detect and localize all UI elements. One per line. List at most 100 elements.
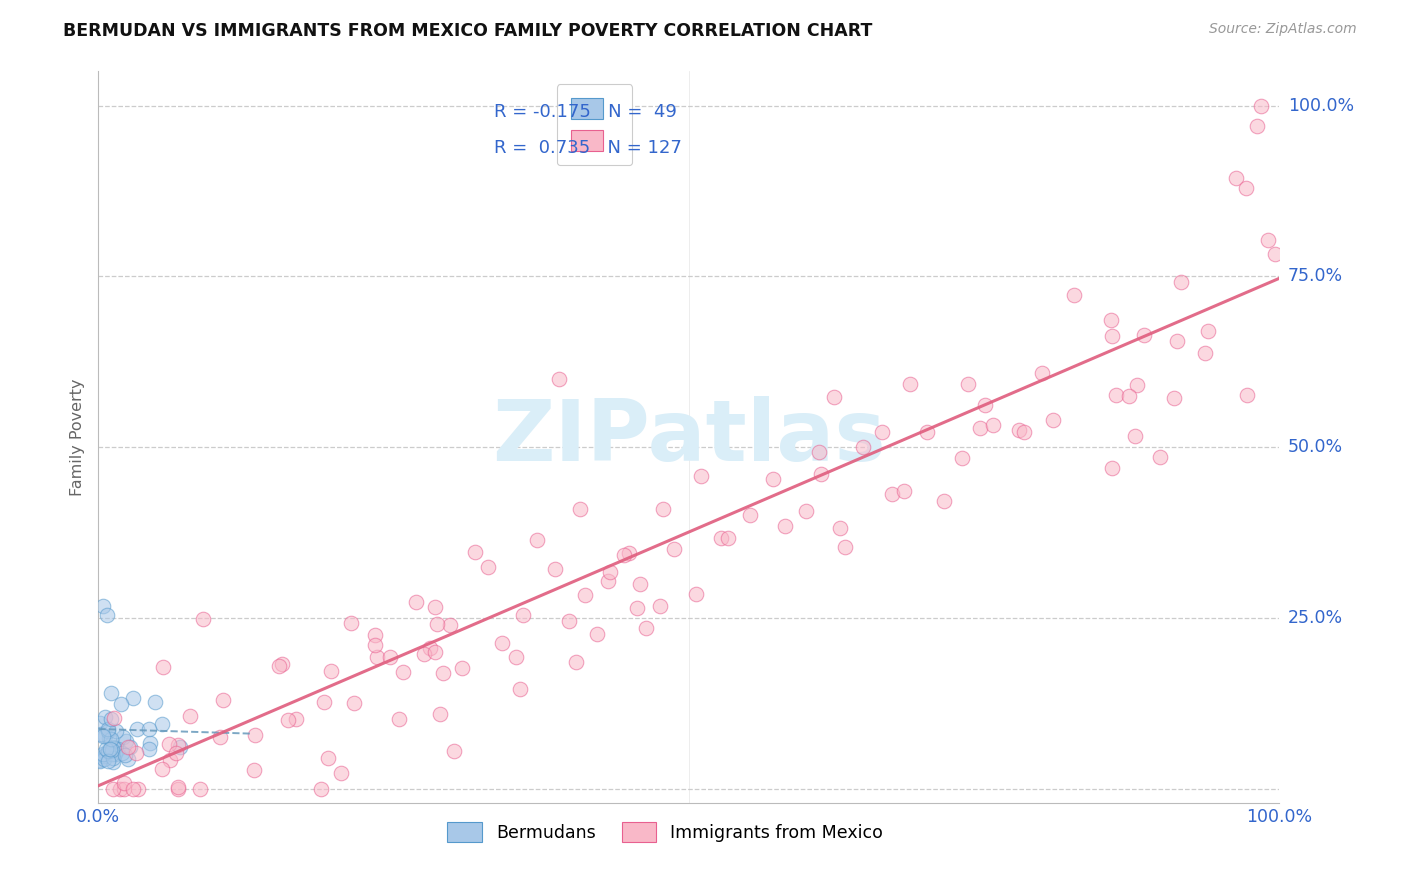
Point: [419, 640, 441, 655]
Text: R =  0.735   N = 127: R = 0.735 N = 127: [494, 139, 682, 157]
Point: [103, 755, 125, 769]
Point: [105, 723, 128, 738]
Point: [1166, 334, 1188, 348]
Point: [1123, 429, 1146, 443]
Point: [121, 782, 143, 797]
Point: [543, 561, 565, 575]
Point: [613, 549, 636, 563]
Point: [1234, 180, 1257, 194]
Point: [648, 599, 671, 613]
Point: [1246, 119, 1268, 133]
Point: [1236, 388, 1258, 402]
Point: [1126, 378, 1149, 392]
Point: [915, 425, 938, 439]
Point: [565, 655, 588, 669]
Point: [956, 376, 979, 391]
Point: [96, 607, 118, 622]
Point: [738, 508, 761, 522]
Point: [143, 695, 166, 709]
Point: [717, 531, 740, 545]
Point: [114, 748, 136, 763]
Point: [104, 747, 127, 762]
Point: [100, 686, 122, 700]
Point: [316, 751, 339, 765]
Y-axis label: Family Poverty: Family Poverty: [70, 378, 86, 496]
Point: [169, 739, 191, 754]
Point: [94, 730, 117, 744]
Point: [138, 722, 160, 736]
Point: [245, 728, 267, 742]
Point: [191, 612, 214, 626]
Point: [93, 749, 115, 764]
Point: [491, 636, 513, 650]
Point: [364, 639, 387, 653]
Point: [880, 487, 903, 501]
Point: [111, 731, 134, 745]
Point: [710, 531, 733, 545]
Point: [464, 544, 486, 558]
Point: [104, 744, 127, 758]
Point: [364, 628, 387, 642]
Point: [150, 762, 173, 776]
Point: [823, 390, 845, 404]
Point: [388, 712, 411, 726]
Point: [91, 747, 114, 762]
Point: [127, 782, 149, 797]
Point: [209, 731, 232, 745]
Point: [314, 695, 336, 709]
Point: [762, 472, 785, 486]
Point: [981, 417, 1004, 432]
Point: [794, 504, 817, 518]
Point: [423, 645, 446, 659]
Point: [634, 621, 657, 635]
Point: [89, 754, 111, 768]
Point: [1101, 329, 1123, 343]
Point: [391, 665, 413, 679]
Point: [330, 765, 353, 780]
Point: [101, 742, 124, 756]
Point: [619, 546, 641, 560]
Point: [1012, 425, 1035, 439]
Point: [157, 737, 180, 751]
Point: [432, 665, 454, 680]
Point: [108, 782, 131, 797]
Text: 100.0%: 100.0%: [1288, 96, 1354, 114]
Point: [159, 753, 181, 767]
Point: [1118, 389, 1140, 403]
Point: [423, 599, 446, 614]
Point: [1101, 461, 1123, 475]
Point: [98, 741, 121, 756]
Point: [950, 450, 973, 465]
Point: [319, 665, 342, 679]
Point: [112, 782, 135, 797]
Point: [1063, 288, 1085, 302]
Point: [127, 722, 149, 736]
Point: [111, 746, 134, 760]
Point: [97, 754, 120, 768]
Point: [429, 707, 451, 722]
Point: [117, 739, 139, 754]
Point: [413, 647, 436, 661]
Point: [1250, 98, 1272, 112]
Point: [89, 716, 111, 731]
Point: [810, 467, 832, 482]
Point: [167, 780, 190, 795]
Point: [242, 763, 264, 777]
Point: [586, 627, 609, 641]
Point: [114, 775, 136, 789]
Point: [122, 690, 145, 705]
Point: [1008, 423, 1031, 437]
Point: [165, 746, 187, 760]
Point: [652, 502, 675, 516]
Point: [1225, 171, 1247, 186]
Point: [100, 712, 122, 726]
Point: [872, 425, 894, 439]
Point: [166, 782, 188, 797]
Point: [807, 445, 830, 459]
Point: [188, 782, 211, 797]
Point: [138, 742, 160, 756]
Text: BERMUDAN VS IMMIGRANTS FROM MEXICO FAMILY POVERTY CORRELATION CHART: BERMUDAN VS IMMIGRANTS FROM MEXICO FAMIL…: [63, 22, 873, 40]
Point: [628, 577, 651, 591]
Point: [1264, 247, 1286, 261]
Point: [103, 711, 125, 725]
